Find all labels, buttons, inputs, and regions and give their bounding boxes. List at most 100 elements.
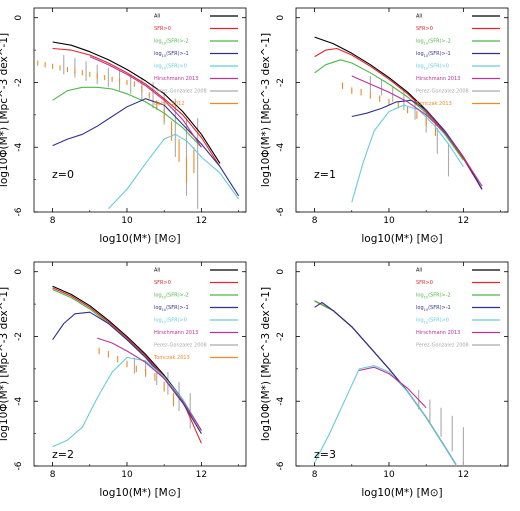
legend-label: Perez-Gonzalez 2008 [416, 89, 469, 95]
x-tick-label: 10 [121, 470, 133, 480]
redshift-label: z=3 [314, 448, 336, 461]
legend-label: Hirschmann 2013 [154, 330, 198, 336]
series-line [359, 366, 427, 409]
series-line [314, 300, 457, 465]
plot-area [314, 300, 464, 466]
x-tick-label: 12 [458, 470, 469, 480]
panel-z=0: 8 10 12 0 -2 -4 -6 log10(M*) [M⊙] log10Φ(M*) [Mp… [0, 7, 247, 245]
y-tick-label: -4 [14, 396, 24, 405]
x-axis-label: log10(M*) [M⊙] [99, 487, 180, 499]
legend-label: Perez-Gonzalez 2008 [154, 343, 207, 349]
legend-label: log10(SFR)>0 [416, 64, 449, 71]
series-line [108, 133, 240, 210]
x-tick-label: 8 [50, 216, 56, 226]
y-tick-label: -4 [276, 142, 286, 151]
y-axis-label: log10Φ(M*) [Mpc^-3 dex^-1] [260, 287, 272, 441]
y-tick-label: -6 [14, 207, 24, 216]
legend-label: SFR>0 [416, 26, 433, 32]
panel-frame [33, 7, 247, 213]
panel-z=3: 8 10 12 0 -2 -4 -6 log10(M*) [M⊙] log10Φ(M*) [Mp… [260, 261, 509, 499]
y-tick-label: -6 [276, 461, 286, 470]
x-tick-label: 10 [383, 470, 395, 480]
legend-label: Tomczak 2013 [415, 101, 452, 107]
series-line [351, 104, 464, 203]
y-tick-label: -6 [14, 461, 24, 470]
x-tick-label: 8 [312, 470, 318, 480]
x-axis-label: log10(M*) [M⊙] [361, 487, 442, 499]
x-tick-label: 8 [312, 216, 318, 226]
plot-area [52, 285, 202, 448]
legend-label: log10(SFR)>-2 [154, 39, 189, 46]
panel-frame [295, 7, 509, 213]
legend-label: log10(SFR)>0 [154, 64, 187, 71]
series-line [97, 337, 202, 431]
y-tick-label: 0 [276, 15, 286, 21]
errorbar-series [98, 347, 175, 407]
legend: All SFR>0 log10(SFR)>-2 log10(SFR)>-1 log10(… [154, 14, 238, 107]
legend-label: log10(SFR)>-1 [416, 51, 451, 58]
legend-label: Tomczak 2013 [153, 355, 190, 361]
y-tick-label: 0 [14, 15, 24, 21]
legend-label: All [416, 14, 422, 20]
y-tick-label: -4 [276, 396, 286, 405]
x-tick-label: 8 [50, 470, 56, 480]
redshift-label: z=2 [52, 448, 74, 461]
y-tick-label: 0 [14, 269, 24, 275]
legend-label: All [416, 268, 422, 274]
legend-label: Baldry 2012 [154, 101, 184, 107]
x-axis-label: log10(M*) [M⊙] [361, 233, 442, 245]
legend-label: log10(SFR)>-1 [154, 305, 189, 312]
series-line [314, 365, 457, 465]
series-line [89, 56, 202, 148]
panel-frame [33, 261, 247, 467]
y-axis-label: log10Φ(M*) [Mpc^-3 dex^-1] [0, 287, 10, 441]
legend-label: log10(SFR)>-1 [416, 305, 451, 312]
errorbar-series [37, 60, 195, 183]
legend-label: log10(SFR)>0 [154, 318, 187, 325]
y-tick-label: 0 [276, 269, 286, 275]
panel-z=2: 8 10 12 0 -2 -4 -6 log10(M*) [M⊙] log10Φ(M*) [Mp… [0, 261, 247, 499]
y-tick-label: -2 [276, 78, 286, 87]
series-line [52, 41, 221, 164]
panel-z=1: 8 10 12 0 -2 -4 -6 log10(M*) [M⊙] log10Φ(M*) [Mp… [260, 7, 509, 245]
y-tick-label: -4 [14, 142, 24, 151]
series-line [314, 59, 464, 161]
x-tick-label: 12 [196, 470, 207, 480]
legend-label: SFR>0 [154, 26, 171, 32]
series-line [314, 301, 457, 465]
legend-label: Hirschmann 2013 [154, 76, 198, 82]
legend: All SFR>0 log10(SFR)>-2 log10(SFR)>-1 log10(… [153, 268, 238, 361]
legend: All SFR>0 log10(SFR)>-2 log10(SFR)>-1 log10(… [416, 268, 500, 349]
x-tick-label: 12 [458, 216, 469, 226]
series-line [314, 300, 457, 465]
legend-label: Hirschmann 2013 [416, 330, 460, 336]
legend-label: Hirschmann 2013 [416, 76, 460, 82]
legend-label: SFR>0 [154, 280, 171, 286]
legend-label: All [154, 14, 160, 20]
series-line [52, 356, 202, 448]
y-tick-label: -2 [276, 332, 286, 341]
y-axis-label: log10Φ(M*) [Mpc^-3 dex^-1] [0, 33, 10, 187]
legend-label: log10(SFR)>0 [416, 318, 449, 325]
series-line [52, 86, 202, 148]
errorbar-series [341, 82, 437, 136]
redshift-label: z=1 [314, 168, 336, 181]
legend-label: log10(SFR)>-1 [154, 51, 189, 58]
y-tick-label: -2 [14, 332, 24, 341]
legend-label: Perez-Gonzalez 2008 [416, 343, 469, 349]
series-line [314, 47, 483, 190]
legend-label: SFR>0 [416, 280, 433, 286]
errorbar-series [133, 357, 191, 429]
y-tick-label: -6 [276, 207, 286, 216]
y-axis-label: log10Φ(M*) [Mpc^-3 dex^-1] [260, 33, 272, 187]
series-line [314, 300, 457, 465]
x-tick-label: 10 [383, 216, 395, 226]
y-tick-label: -2 [14, 78, 24, 87]
legend-label: Perez-Gonzalez 2008 [154, 89, 207, 95]
panel-frame [295, 261, 509, 467]
legend-label: log10(SFR)>-2 [416, 39, 451, 46]
x-tick-label: 12 [196, 216, 207, 226]
plot-area [37, 41, 240, 210]
series-line [52, 98, 240, 197]
